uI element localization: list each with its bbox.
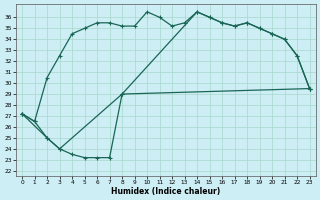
X-axis label: Humidex (Indice chaleur): Humidex (Indice chaleur): [111, 187, 220, 196]
